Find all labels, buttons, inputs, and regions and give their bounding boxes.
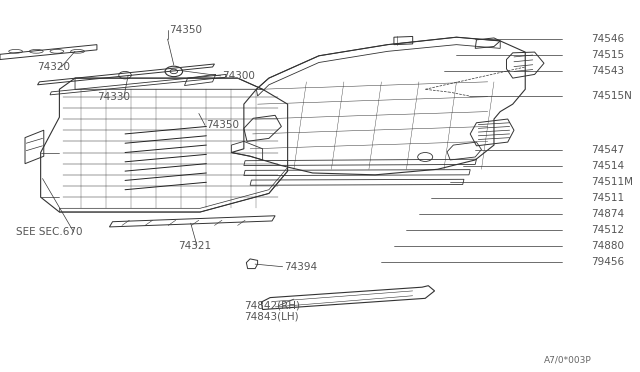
Text: 74321: 74321: [178, 241, 211, 250]
Text: 74320: 74320: [38, 62, 70, 72]
Text: 74880: 74880: [591, 241, 624, 251]
Text: 74350: 74350: [206, 121, 239, 130]
Text: 79456: 79456: [591, 257, 624, 267]
Text: 74300: 74300: [222, 71, 255, 81]
Text: 74874: 74874: [591, 209, 624, 219]
Text: 74515: 74515: [591, 50, 624, 60]
Text: 74511: 74511: [591, 193, 624, 203]
Text: A7/0*003P: A7/0*003P: [544, 356, 592, 365]
Text: 74543: 74543: [591, 66, 624, 76]
Text: 74843(LH): 74843(LH): [244, 312, 298, 322]
Text: 74330: 74330: [97, 93, 130, 102]
Text: 74511M: 74511M: [591, 177, 633, 187]
Text: 74515N: 74515N: [591, 91, 632, 101]
Text: SEE SEC.670: SEE SEC.670: [15, 227, 82, 237]
Text: 74547: 74547: [591, 145, 624, 155]
Text: 74546: 74546: [591, 34, 624, 44]
Text: 74514: 74514: [591, 161, 624, 171]
Text: 74350: 74350: [169, 25, 202, 35]
Text: 74842(RH): 74842(RH): [244, 301, 300, 311]
Text: 74394: 74394: [285, 262, 317, 272]
Text: 74512: 74512: [591, 225, 624, 235]
